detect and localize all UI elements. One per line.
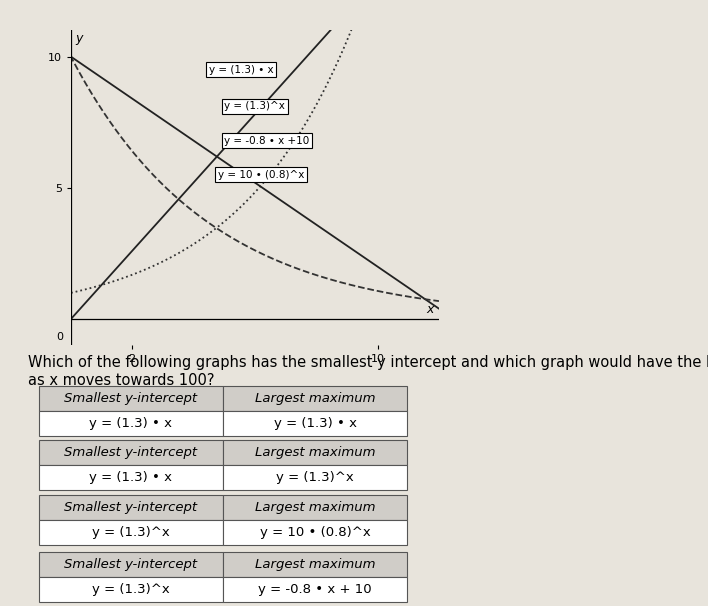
Text: y: y [75, 32, 83, 45]
Text: y = (1.3)^x: y = (1.3)^x [224, 101, 285, 112]
Text: 0: 0 [56, 332, 63, 342]
Text: y = (1.3) • x: y = (1.3) • x [209, 65, 273, 75]
Text: as x moves towards 100?: as x moves towards 100? [28, 373, 215, 388]
Text: x: x [426, 302, 433, 316]
Text: y = -0.8 • x +10: y = -0.8 • x +10 [224, 136, 309, 145]
Text: y = 10 • (0.8)^x: y = 10 • (0.8)^x [218, 170, 304, 180]
Text: Which of the following graphs has the smallest y intercept and which graph would: Which of the following graphs has the sm… [28, 355, 708, 370]
